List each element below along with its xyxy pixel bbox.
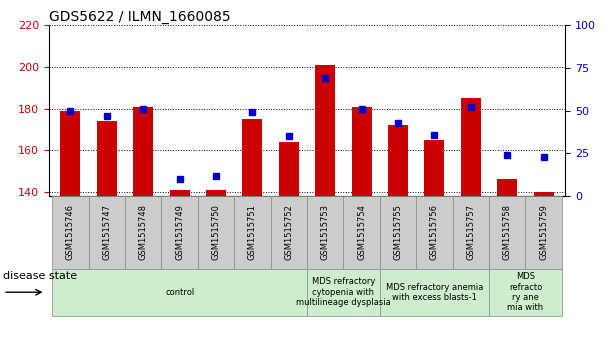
Bar — [461, 98, 481, 196]
Bar — [497, 179, 517, 196]
Text: GSM1515756: GSM1515756 — [430, 204, 439, 260]
Text: GSM1515746: GSM1515746 — [66, 204, 75, 260]
Bar — [271, 196, 307, 269]
Bar — [380, 269, 489, 316]
Text: GSM1515750: GSM1515750 — [212, 204, 221, 260]
Text: GSM1515748: GSM1515748 — [139, 204, 148, 260]
Bar — [315, 65, 335, 196]
Text: GSM1515753: GSM1515753 — [321, 204, 330, 260]
Bar — [60, 111, 80, 196]
Bar — [170, 190, 190, 196]
Text: GSM1515749: GSM1515749 — [175, 204, 184, 260]
Bar — [234, 196, 271, 269]
Text: GSM1515759: GSM1515759 — [539, 204, 548, 260]
Text: control: control — [165, 288, 195, 297]
Text: GSM1515751: GSM1515751 — [248, 204, 257, 260]
Bar — [489, 196, 525, 269]
Text: MDS refractory
cytopenia with
multilineage dysplasia: MDS refractory cytopenia with multilinea… — [296, 277, 391, 307]
Bar — [307, 196, 344, 269]
Text: disease state: disease state — [3, 271, 77, 281]
Bar — [380, 196, 416, 269]
Bar — [198, 196, 234, 269]
Bar — [424, 140, 444, 196]
Bar — [162, 196, 198, 269]
Text: GSM1515758: GSM1515758 — [503, 204, 512, 260]
Text: GSM1515754: GSM1515754 — [357, 204, 366, 260]
Bar — [525, 196, 562, 269]
Text: MDS refractory anemia
with excess blasts-1: MDS refractory anemia with excess blasts… — [385, 282, 483, 302]
Text: GSM1515752: GSM1515752 — [285, 204, 293, 260]
Bar — [416, 196, 452, 269]
Bar — [125, 196, 162, 269]
Bar — [52, 196, 89, 269]
Bar — [52, 269, 307, 316]
Bar — [97, 121, 117, 196]
Text: GSM1515755: GSM1515755 — [393, 204, 402, 260]
Text: GSM1515757: GSM1515757 — [466, 204, 475, 260]
Bar — [388, 125, 408, 196]
Text: GSM1515747: GSM1515747 — [102, 204, 111, 260]
Bar — [307, 269, 380, 316]
Bar — [351, 107, 371, 196]
Bar — [344, 196, 380, 269]
Bar — [243, 119, 263, 196]
Bar — [89, 196, 125, 269]
Bar — [489, 269, 562, 316]
Bar — [279, 142, 299, 196]
Bar — [534, 192, 554, 196]
Bar — [133, 107, 153, 196]
Bar — [452, 196, 489, 269]
Bar — [206, 190, 226, 196]
Text: MDS
refracto
ry ane
mia with: MDS refracto ry ane mia with — [507, 272, 544, 312]
Text: GDS5622 / ILMN_1660085: GDS5622 / ILMN_1660085 — [49, 11, 230, 24]
